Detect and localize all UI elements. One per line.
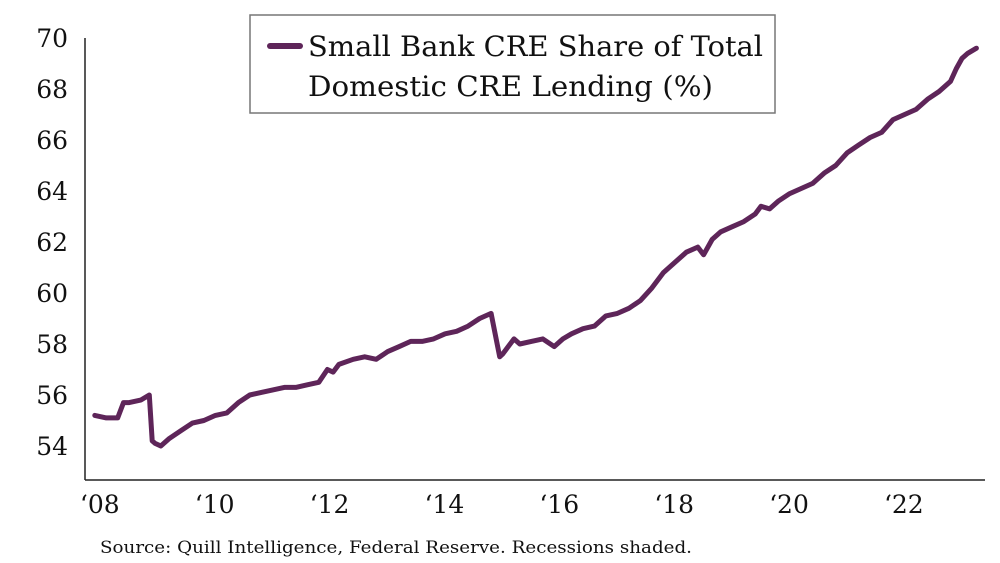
y-tick-label: 66 (36, 126, 68, 155)
legend: Small Bank CRE Share of Total Domestic C… (249, 14, 776, 114)
y-tick-label: 64 (36, 177, 68, 206)
x-tick-labels: ‘08 ‘10 ‘12 ‘14 ‘16 ‘18 ‘20 ‘22 (80, 490, 924, 519)
y-tick-label: 56 (36, 381, 68, 410)
y-tick-label: 62 (36, 228, 68, 257)
x-tick-label: ‘14 (424, 490, 464, 519)
series-line (92, 45, 979, 449)
y-tick-label: 58 (36, 330, 68, 359)
y-tick-label: 54 (36, 432, 68, 461)
y-tick-label: 70 (36, 24, 68, 53)
legend-box (249, 14, 776, 114)
y-tick-labels: 54 56 58 60 62 64 66 68 70 (36, 24, 68, 461)
y-axis: 54 56 58 60 62 64 66 68 70 (36, 24, 86, 480)
y-tick-label: 68 (36, 75, 68, 104)
series-layer (92, 45, 979, 449)
x-axis: ‘08 ‘10 ‘12 ‘14 ‘16 ‘18 ‘20 ‘22 (80, 479, 985, 519)
x-tick-label: ‘16 (539, 490, 579, 519)
x-tick-label: ‘18 (654, 490, 694, 519)
x-tick-label: ‘20 (769, 490, 809, 519)
legend-label-line-1: Small Bank CRE Share of Total (308, 30, 763, 63)
legend-label-line-2: Domestic CRE Lending (%) (308, 70, 713, 103)
source-note: Source: Quill Intelligence, Federal Rese… (100, 538, 692, 558)
x-tick-label: ‘08 (80, 490, 120, 519)
x-tick-label: ‘22 (884, 490, 924, 519)
x-tick-label: ‘12 (310, 490, 350, 519)
x-tick-label: ‘10 (195, 490, 235, 519)
y-tick-label: 60 (36, 279, 68, 308)
